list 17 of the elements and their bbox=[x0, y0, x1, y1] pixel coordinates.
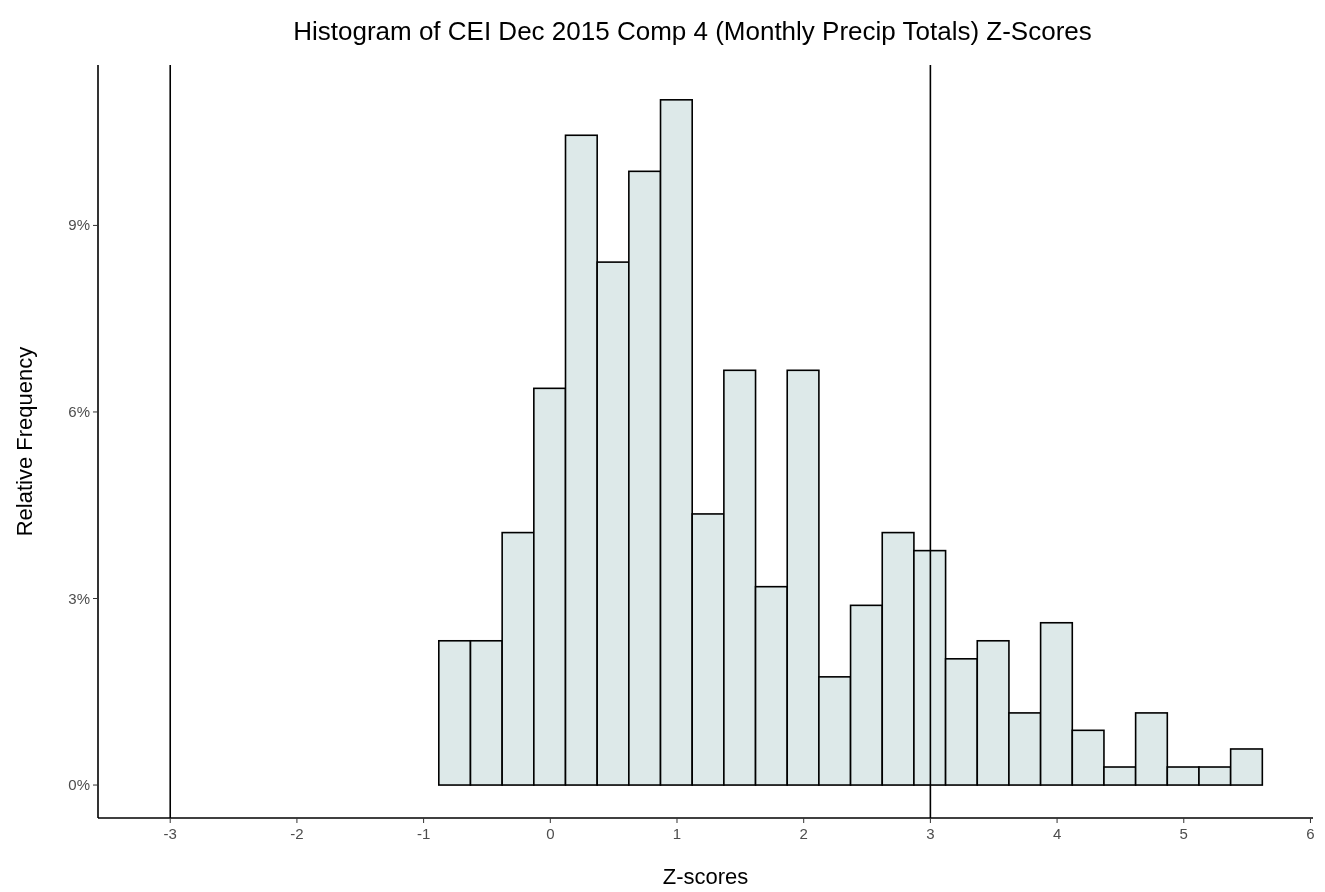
y-tick-label: 6% bbox=[68, 402, 90, 420]
x-tick-label: 3 bbox=[926, 825, 935, 842]
y-tick-label: 3% bbox=[68, 589, 90, 607]
y-tick-label: 9% bbox=[68, 216, 90, 234]
y-axis-title: Relative Frequency bbox=[12, 346, 37, 537]
x-tick-label: 0 bbox=[546, 825, 555, 842]
x-tick-label: 4 bbox=[1052, 825, 1062, 842]
x-tick-label: 5 bbox=[1179, 825, 1188, 842]
x-axis-title: Z-scores bbox=[662, 864, 749, 889]
x-tick-label: 6 bbox=[1306, 825, 1315, 842]
x-tick-label: -1 bbox=[416, 825, 431, 842]
x-tick-label: 2 bbox=[799, 825, 808, 842]
x-tick-label: 1 bbox=[672, 825, 682, 842]
chart-title: Histogram of CEI Dec 2015 Comp 4 (Monthly Precip Totals) Z-Scores bbox=[293, 16, 1092, 46]
x-tick-label: -2 bbox=[290, 825, 304, 842]
x-tick-label: -3 bbox=[163, 825, 177, 842]
y-tick-label: 0% bbox=[68, 776, 90, 794]
